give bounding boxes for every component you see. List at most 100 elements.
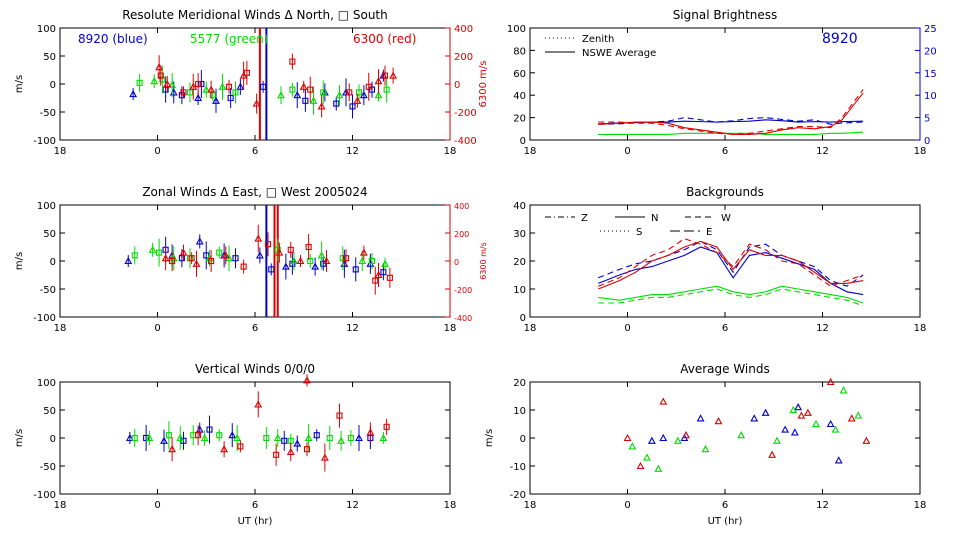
right-tick-label: 25 — [924, 24, 937, 35]
data-point — [200, 433, 209, 442]
data-point — [381, 259, 389, 267]
y-tick-label: 0 — [520, 136, 526, 147]
data-point — [192, 259, 201, 267]
data-point — [803, 408, 812, 416]
data-point — [322, 256, 331, 265]
data-point — [202, 85, 211, 93]
data-point — [255, 251, 264, 259]
series-line — [598, 117, 864, 125]
legend-label: Zenith — [582, 34, 614, 45]
data-point — [169, 257, 176, 265]
data-point — [383, 86, 390, 93]
data-point — [220, 445, 229, 453]
data-point — [293, 439, 302, 447]
x-tick-label: 18 — [524, 146, 537, 157]
legend-blue: 8920 (blue) — [78, 32, 148, 46]
x-axis-label: UT (hr) — [708, 516, 743, 527]
data-point — [379, 433, 388, 442]
data-point — [232, 255, 239, 262]
series-line — [598, 246, 864, 296]
data-point — [750, 414, 759, 422]
y-tick-label: 10 — [513, 285, 526, 296]
x-tick-label: 18 — [54, 323, 67, 334]
data-point — [366, 428, 375, 436]
data-point — [862, 436, 871, 444]
plot-frame — [529, 381, 921, 495]
data-point — [195, 432, 202, 439]
y-tick-label: -100 — [33, 313, 56, 324]
data-point — [296, 256, 305, 265]
data-point — [260, 83, 267, 90]
data-point — [145, 433, 154, 442]
data-point — [797, 411, 806, 419]
x-tick-label: 0 — [154, 146, 160, 157]
data-point — [380, 269, 387, 276]
data-point — [243, 69, 250, 76]
x-tick-label: 18 — [444, 500, 457, 511]
legend-label: N — [651, 213, 658, 224]
data-point — [768, 450, 777, 458]
right-tick-label: 0 — [454, 80, 460, 91]
x-tick-label: 12 — [816, 146, 829, 157]
y-tick-label: 50 — [43, 52, 56, 63]
data-point — [252, 99, 261, 107]
data-point — [794, 403, 803, 411]
y-tick-label: -50 — [40, 108, 56, 119]
data-point — [355, 89, 363, 96]
x-axis-label: UT (hr) — [238, 516, 273, 527]
y-tick-label: 0 — [520, 434, 526, 445]
data-point — [304, 433, 313, 442]
data-point — [333, 100, 340, 107]
data-point — [179, 248, 188, 256]
data-point — [339, 255, 346, 262]
legend-red: 6300 (red) — [353, 32, 416, 46]
data-point — [281, 262, 290, 270]
y-tick-label: 60 — [513, 69, 526, 80]
chart-title: Vertical Winds 0/0/0 — [195, 362, 315, 376]
data-point — [352, 266, 359, 273]
data-point — [347, 434, 354, 442]
data-point — [781, 425, 790, 433]
data-point — [313, 432, 320, 439]
right-axis-label: 6300 m/s — [478, 61, 489, 108]
y-tick-label: 0 — [50, 80, 56, 91]
data-point — [289, 86, 296, 93]
data-point — [383, 423, 390, 430]
x-tick-label: 0 — [154, 500, 160, 511]
right-tick-label: 5 — [924, 114, 930, 125]
right-tick-label: 20 — [924, 46, 937, 57]
panel-average: Average Winds 18 0 6 12 18 UT (hr) 20 10 0 -10 -20 m… — [484, 362, 926, 527]
data-point — [159, 76, 166, 83]
plot-frame — [59, 381, 451, 495]
x-tick-label: 18 — [914, 500, 927, 511]
legend-label: NSWE Average — [582, 48, 656, 59]
series-line — [598, 237, 864, 287]
legend-label: W — [721, 213, 731, 224]
data-point — [277, 91, 285, 99]
data-point — [275, 248, 284, 256]
data-point — [372, 277, 379, 284]
data-point — [812, 419, 820, 428]
data-point — [207, 85, 216, 93]
annotation-8920: 8920 — [822, 31, 858, 47]
data-point — [162, 86, 169, 93]
x-tick-label: 12 — [346, 500, 359, 511]
y-tick-label: 100 — [37, 24, 56, 35]
data-point — [293, 91, 302, 99]
data-point — [254, 234, 263, 242]
chart-title: Signal Brightness — [673, 8, 778, 22]
data-point — [847, 414, 856, 422]
data-point — [349, 103, 356, 110]
data-point — [701, 445, 710, 453]
data-point — [317, 251, 326, 259]
panel-meridional: Resolute Meridional Winds Δ North, □ Sou… — [14, 8, 489, 157]
data-point — [299, 82, 308, 90]
x-tick-label: 6 — [252, 146, 258, 157]
data-point — [826, 377, 835, 386]
data-point — [176, 433, 185, 442]
x-tick-label: 18 — [444, 146, 457, 157]
x-tick-label: 0 — [624, 323, 630, 334]
y-tick-label: -50 — [40, 462, 56, 473]
data-point — [647, 436, 656, 444]
legend-green: 5577 (green) — [190, 32, 268, 46]
